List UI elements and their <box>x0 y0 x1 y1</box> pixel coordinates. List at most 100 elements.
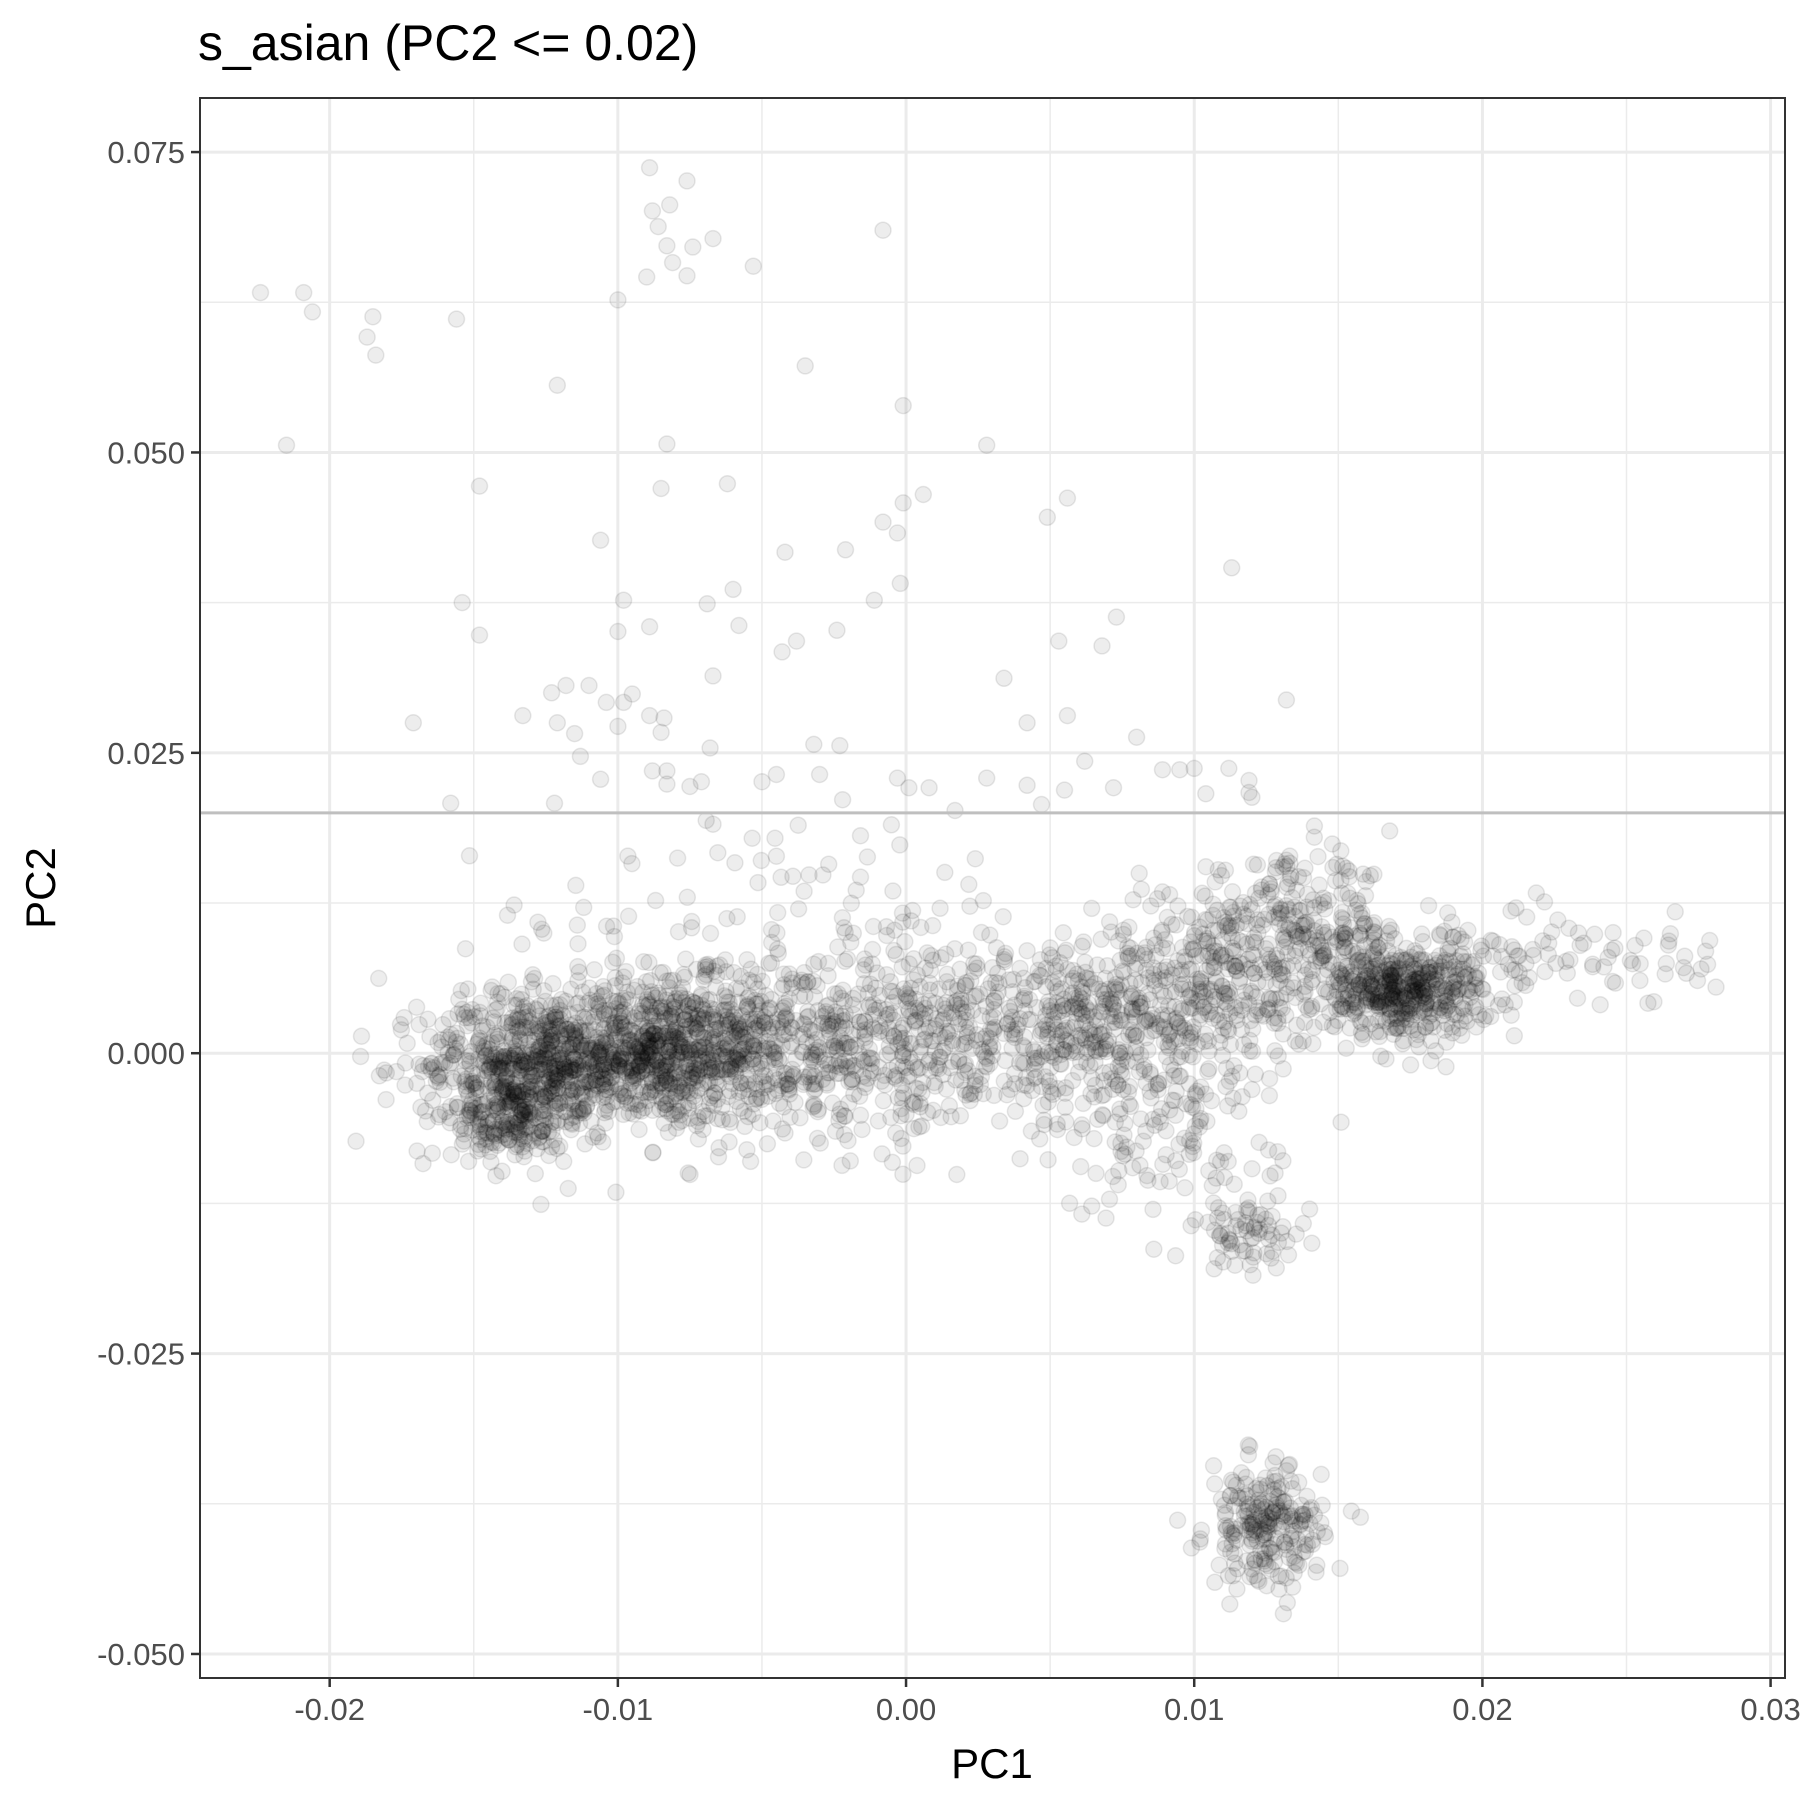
data-point <box>686 994 705 1013</box>
data-point <box>663 1047 682 1065</box>
data-point <box>560 1038 578 1057</box>
data-point <box>1536 962 1554 981</box>
data-point <box>663 1105 681 1124</box>
data-point <box>1244 946 1263 964</box>
data-point <box>966 849 985 868</box>
data-point <box>778 1075 797 1093</box>
data-point <box>936 863 954 882</box>
data-point <box>819 855 838 873</box>
data-point <box>574 1041 592 1059</box>
data-point <box>669 922 688 941</box>
data-point <box>1260 1086 1279 1105</box>
data-point <box>713 1040 731 1058</box>
data-point <box>649 217 667 236</box>
data-point <box>701 1088 719 1107</box>
data-point <box>708 1068 726 1087</box>
data-point <box>560 1024 579 1043</box>
data-point <box>506 1045 524 1063</box>
data-point <box>731 1099 749 1118</box>
data-point <box>1333 857 1352 876</box>
data-point <box>536 1034 555 1052</box>
data-point <box>767 765 786 784</box>
data-point <box>604 992 622 1010</box>
y-tick-label: -0.050 <box>97 1637 185 1672</box>
data-point <box>666 1021 685 1039</box>
data-point <box>658 1048 677 1066</box>
data-point <box>1332 1113 1350 1131</box>
data-point <box>442 1145 460 1164</box>
data-point <box>687 960 706 979</box>
data-point <box>633 1050 651 1068</box>
data-point <box>511 1029 529 1048</box>
data-point <box>589 1062 607 1080</box>
data-point <box>1255 910 1274 929</box>
data-point <box>1337 1039 1355 1057</box>
data-point <box>960 875 978 894</box>
data-point <box>616 1058 635 1077</box>
data-point <box>557 1042 576 1060</box>
data-point <box>632 1102 651 1120</box>
data-point <box>605 1050 623 1069</box>
data-point <box>512 1056 531 1074</box>
data-point <box>558 1058 576 1077</box>
data-point <box>1557 952 1575 971</box>
data-point <box>1294 1214 1313 1233</box>
data-point <box>557 1020 575 1039</box>
data-point <box>725 963 743 982</box>
data-point <box>809 1100 828 1119</box>
data-point <box>795 882 813 900</box>
data-point <box>690 1056 708 1074</box>
data-point <box>1093 1106 1112 1124</box>
data-point <box>696 1061 715 1080</box>
data-point <box>1212 866 1231 885</box>
data-point <box>1078 969 1097 988</box>
data-point <box>606 969 625 987</box>
data-point <box>883 982 902 1001</box>
data-point <box>657 1053 675 1071</box>
data-point <box>1114 1080 1132 1099</box>
data-point <box>1260 1069 1279 1088</box>
data-point <box>581 991 599 1009</box>
data-point <box>1603 972 1622 991</box>
data-point <box>578 1008 596 1027</box>
data-point <box>597 917 616 936</box>
data-point <box>1122 987 1140 1005</box>
data-point <box>648 1036 666 1055</box>
data-point <box>636 1044 655 1063</box>
data-point <box>639 1030 657 1049</box>
data-point <box>544 1011 563 1029</box>
data-point <box>1088 956 1107 974</box>
data-point <box>610 1038 629 1057</box>
data-point <box>1675 947 1694 965</box>
data-point <box>683 999 702 1017</box>
data-point <box>757 986 775 1005</box>
data-point <box>1220 759 1238 778</box>
data-point <box>724 1008 742 1027</box>
data-point <box>1183 989 1201 1007</box>
data-point <box>639 1056 658 1075</box>
data-point <box>544 974 562 993</box>
data-point <box>704 667 722 685</box>
data-point <box>941 1059 960 1077</box>
data-point <box>610 1080 628 1099</box>
data-point <box>614 1105 633 1124</box>
data-point <box>1197 784 1215 803</box>
data-point <box>663 1075 681 1093</box>
data-point <box>502 1031 521 1050</box>
data-point <box>536 992 555 1011</box>
data-point <box>367 346 385 364</box>
data-point <box>773 1002 791 1020</box>
data-point <box>1205 1475 1224 1493</box>
data-point <box>567 876 585 895</box>
data-point <box>799 972 817 991</box>
data-point <box>547 996 565 1014</box>
y-axis-title: PC2 <box>17 847 64 929</box>
data-point <box>1240 1437 1259 1456</box>
data-point <box>705 1084 724 1102</box>
data-point <box>612 1003 631 1021</box>
data-point <box>580 979 599 997</box>
data-point <box>639 1022 657 1041</box>
data-point <box>650 1027 668 1045</box>
data-point <box>654 1035 672 1054</box>
data-point <box>767 1059 785 1078</box>
